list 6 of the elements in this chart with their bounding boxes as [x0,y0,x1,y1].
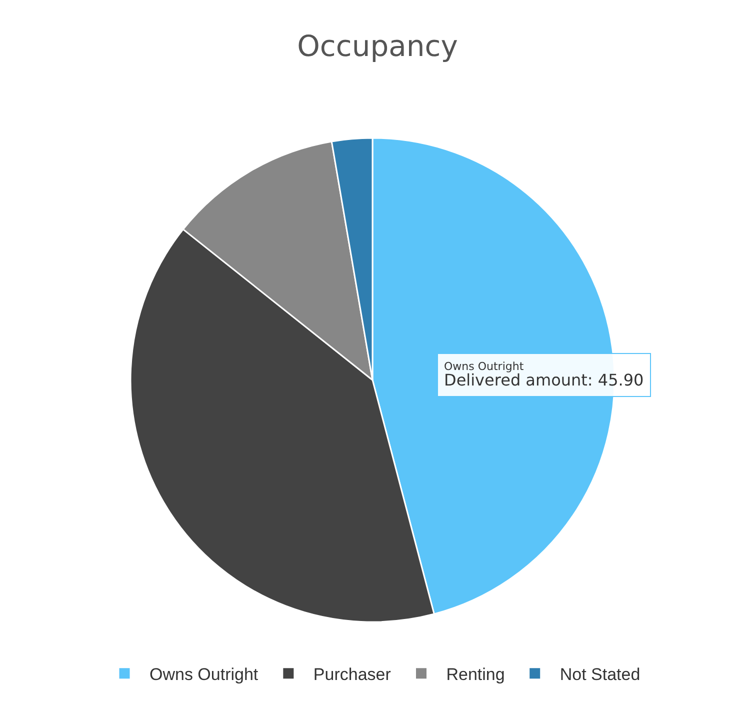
chart-title: Occupancy [297,28,458,63]
legend-label: Purchaser [313,665,392,684]
legend-label: Renting [446,665,505,684]
legend-label: Owns Outright [150,665,258,684]
legend-label: Not Stated [560,665,640,684]
text: Owns Outright [444,360,524,373]
